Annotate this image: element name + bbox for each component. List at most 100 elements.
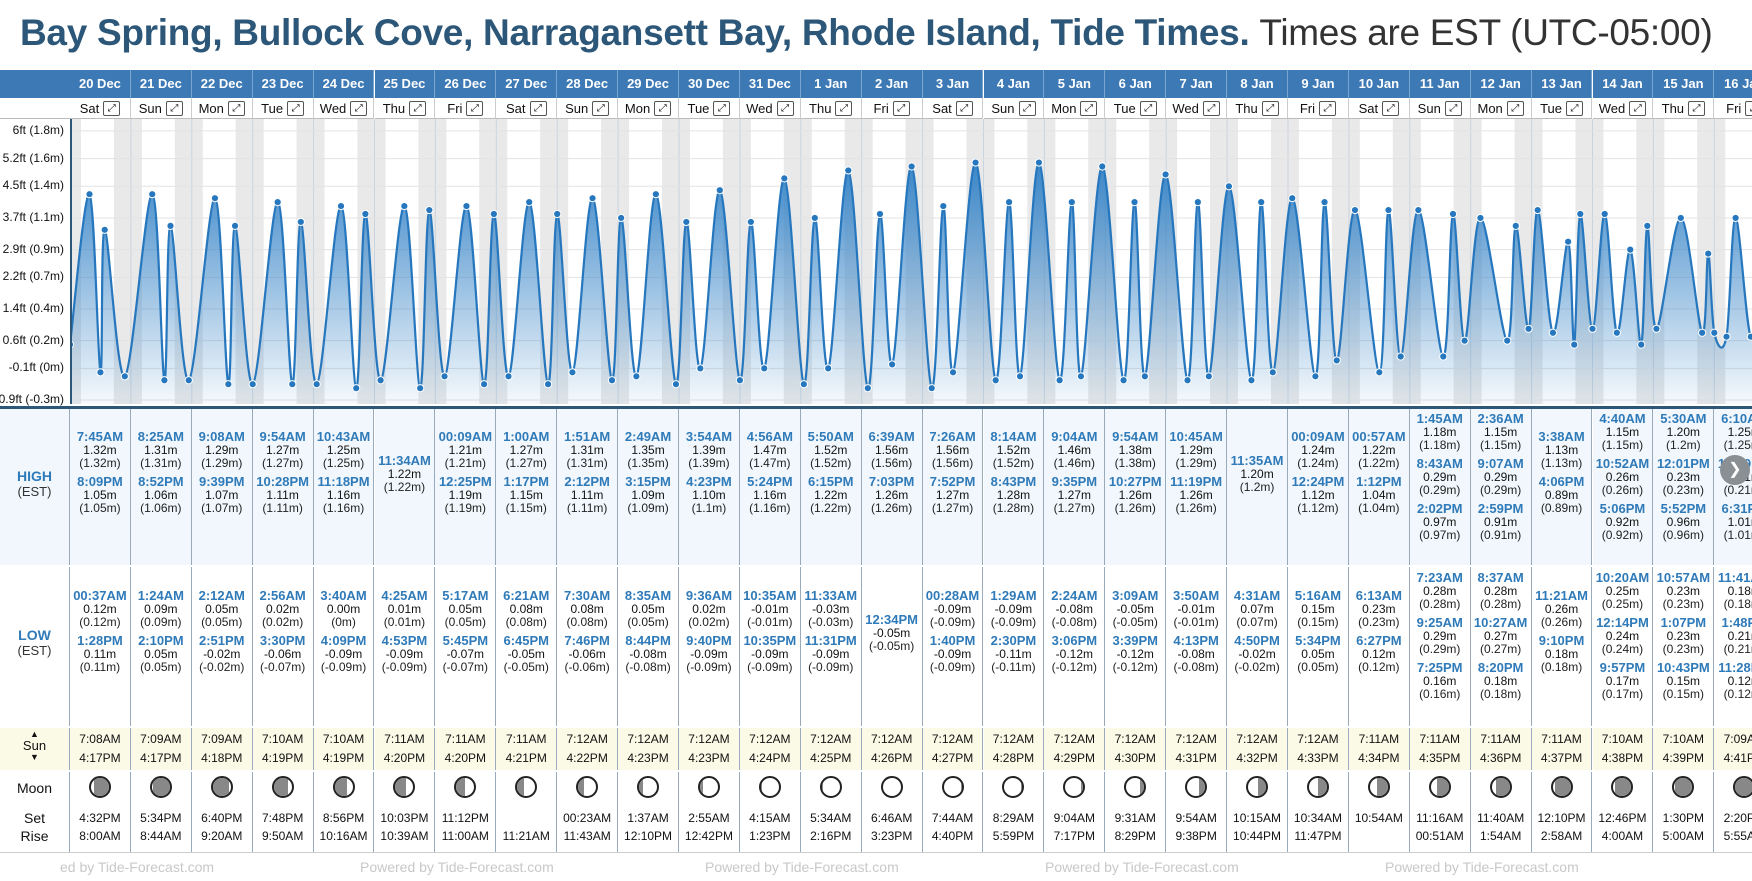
tide-extreme-point [166,221,175,230]
expand-day-icon[interactable]: ⤢ [287,100,305,116]
expand-day-icon[interactable]: ⤢ [466,100,484,116]
low-tide-event: 5:34PM 0.05m (0.05m) [1288,632,1348,677]
sun-cell: 7:12AM 4:23PM [679,728,740,770]
high-tide-height: 0.26m [1605,470,1640,484]
low-tide-event: 8:20PM 0.18m (0.18m) [1471,659,1531,704]
expand-day-icon[interactable]: ⤢ [592,100,610,116]
expand-day-icon[interactable]: ⤢ [1261,100,1279,116]
expand-day-icon[interactable]: ⤢ [892,100,910,116]
moonset-time: 10:34AM [1293,811,1342,825]
high-tide-time: 10:43AM [316,429,371,444]
high-tide-height: 1.12m [1301,488,1335,502]
sun-cell: 7:11AM 4:21PM [496,728,558,770]
low-tide-height-alt: (0m) [331,615,356,629]
expand-day-icon[interactable]: ⤢ [1139,100,1157,116]
high-tide-height-alt: (1.21m) [444,456,486,470]
day-column: 12 Jan Mon ⤢ 2:36AM 1.15m (1.15m) 9:07AM 0.29m(… [1470,70,1532,881]
low-tide-time: 7:30AM [564,588,611,603]
high-tide-cell: 7:26AM 1.56m (1.56m) 7:52PM 1.27m (1.27m) [922,408,984,565]
high-tide-event: 9:07AM 0.29m (0.29m) [1471,455,1531,500]
day-of-week-row: Fri⤢ [861,98,923,119]
low-tide-height: -0.09m [933,602,972,616]
day-of-week: Wed [319,100,347,116]
high-tide-height: 1.22m [814,488,848,502]
low-tide-height: -0.05m [872,626,911,640]
low-tide-event: 4:31AM 0.07m (0.07m) [1227,587,1287,632]
low-tide-cell: 6:13AM 0.23m (0.23m) 6:27PM 0.12m (0.12m) [1348,567,1410,726]
expand-day-icon[interactable]: ⤢ [1080,100,1098,116]
low-tide-time: 1:24AM [137,588,184,603]
low-tide-time: 10:35PM [743,633,797,648]
low-tide-time: 5:34PM [1295,633,1341,648]
moonset-time: 5:34PM [140,811,182,825]
high-tide-time: 2:59PM [1477,501,1524,516]
day-of-week: Tue [261,100,284,116]
expand-day-icon[interactable]: ⤢ [409,100,427,116]
expand-day-icon[interactable]: ⤢ [227,100,245,116]
high-tide-height-alt: (1.56m) [870,456,913,470]
timezone-note: Times are EST (UTC-05:00) [1259,12,1713,53]
low-tide-height-alt: (0.24m) [1601,642,1644,656]
expand-day-icon[interactable]: ⤢ [1319,100,1337,116]
day-of-week-row: Tue ⤢ [679,98,740,119]
high-tide-time: 9:54AM [259,429,306,444]
expand-day-icon[interactable]: ⤢ [1444,100,1462,116]
sunset-time: 4:36PM [1479,751,1522,765]
high-tide-height: 1.15m [1483,425,1518,439]
tide-extreme-point [1533,205,1542,215]
tide-extreme-point [1288,194,1297,203]
sunrise-time: 7:10AM [322,732,365,746]
day-of-week-row: Sun ⤢ [983,98,1045,119]
expand-day-icon[interactable]: ⤢ [713,100,731,116]
low-tide-height: 0.16m [1423,674,1457,688]
expand-day-icon[interactable]: ⤢ [955,100,973,116]
expand-day-icon[interactable]: ⤢ [835,100,853,116]
high-tide-height-alt: (1.24m) [1297,456,1339,470]
high-tide-height-alt: (1.29m) [1175,456,1217,470]
moon-shadow [760,778,763,796]
tide-extreme-point [863,384,872,393]
scroll-right-button[interactable]: ❯ [1720,455,1750,485]
moonset-label: Set [23,810,45,826]
high-tide-time: 4:23PM [686,474,732,489]
expand-day-icon[interactable]: ⤢ [1629,100,1647,116]
high-tide-time: 11:34AM [378,453,431,468]
moon-shadow [1080,778,1084,796]
expand-day-icon[interactable]: ⤢ [529,100,547,116]
expand-day-icon[interactable]: ⤢ [1202,100,1220,116]
high-tide-height-alt: (1.04m) [1358,501,1400,515]
expand-day-icon[interactable]: ⤢ [350,100,368,116]
expand-day-icon[interactable]: ⤢ [1688,100,1706,116]
low-tide-time: 8:44PM [625,633,671,648]
low-tide-time: 1:48PM [1721,615,1752,630]
moonrise-time: 12:42PM [684,829,733,843]
expand-day-icon[interactable]: ⤢ [1566,100,1583,116]
moonset-time: 1:37AM [627,811,669,825]
expand-day-icon[interactable]: ⤢ [1018,100,1036,116]
low-tide-height-alt: (-0.08m) [1173,660,1219,674]
high-tide-event: 9:39PM 1.07m (1.07m) [192,473,252,518]
expand-day-icon[interactable]: ⤢ [1745,100,1752,116]
high-tide-height-alt: (1.09m) [627,501,669,515]
high-tide-height-alt: (1.26m) [1175,501,1217,515]
tide-extreme-point [875,209,885,219]
high-tide-time: 3:15PM [625,474,671,489]
expand-day-icon[interactable]: ⤢ [1382,100,1400,116]
expand-day-icon[interactable]: ⤢ [1506,100,1524,116]
expand-day-icon[interactable]: ⤢ [165,100,183,116]
high-tide-event: 9:54AM 1.38m (1.38m) [1105,428,1165,473]
expand-day-icon[interactable]: ⤢ [776,100,794,116]
high-tide-time: 6:10AM [1721,411,1752,426]
y-tick-label: -0.9ft (-0.3m) [0,392,64,407]
low-tide-height: 0.27m [1483,629,1518,643]
expand-day-icon[interactable]: ⤢ [654,100,672,116]
low-tide-time: 4:09PM [320,633,367,648]
tide-extreme-point [296,217,305,227]
high-tide-cell: 1:00AM 1.27m (1.27m) 1:17PM 1.15m (1.15m) [496,408,558,565]
sunrise-time: 7:12AM [566,732,608,746]
moonset-time: 1:30PM [1662,811,1705,825]
low-tide-height: -0.08m [1055,602,1094,616]
expand-day-icon[interactable]: ⤢ [103,100,121,116]
low-tide-cell: 00:37AM 0.12m (0.12m) 1:28PM 0.11m (0.11m) [70,567,131,726]
tide-extreme-point [440,372,449,381]
